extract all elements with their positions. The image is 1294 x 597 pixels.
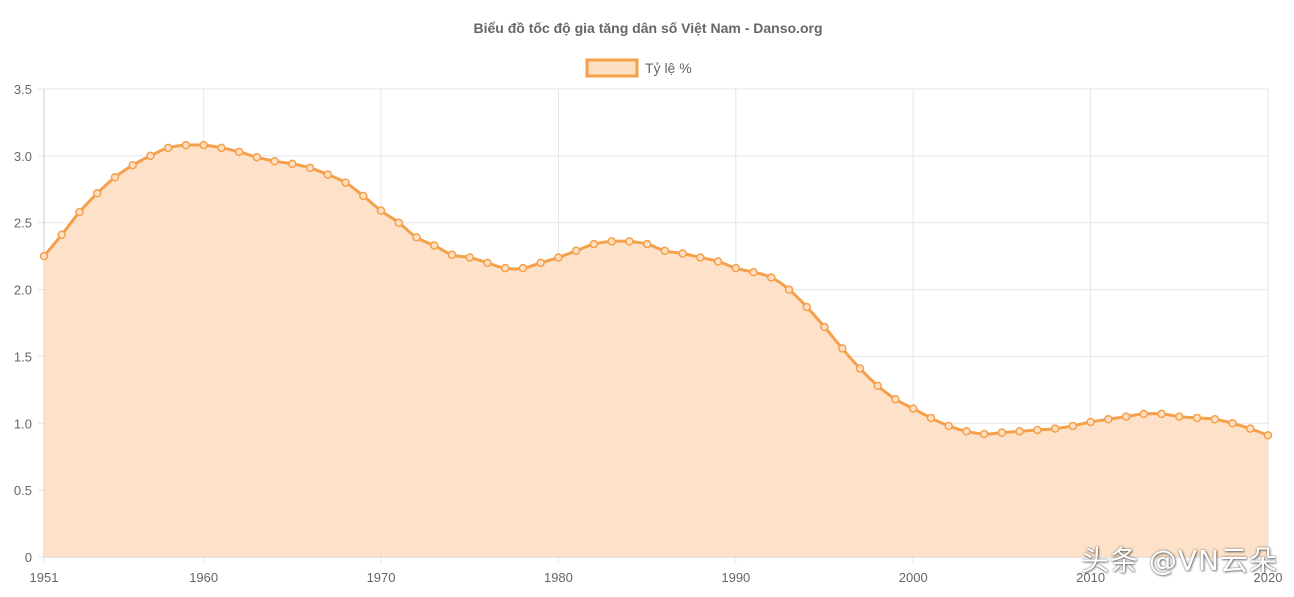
data-point[interactable] (1192, 413, 1202, 423)
data-point[interactable] (1033, 425, 1042, 435)
data-point[interactable] (891, 394, 900, 404)
data-point[interactable] (57, 230, 66, 239)
data-point[interactable] (784, 285, 794, 294)
series-points (39, 140, 1273, 440)
data-point[interactable] (767, 273, 776, 282)
legend-label: Tỷ lệ % (645, 60, 692, 76)
data-point[interactable] (749, 267, 758, 277)
y-tick-label: 3.0 (14, 149, 32, 164)
data-point[interactable] (1175, 412, 1184, 421)
data-point[interactable] (270, 156, 279, 166)
data-point[interactable] (1104, 415, 1113, 424)
data-point[interactable] (642, 239, 652, 249)
data-point[interactable] (359, 191, 368, 201)
data-point[interactable] (92, 189, 102, 198)
data-point[interactable] (908, 404, 918, 413)
data-point[interactable] (1121, 412, 1131, 421)
data-point[interactable] (802, 302, 812, 312)
data-point[interactable] (855, 364, 865, 373)
x-tick-label: 2020 (1254, 570, 1283, 585)
x-tick-label: 1960 (189, 570, 218, 585)
data-point[interactable] (252, 152, 262, 162)
data-point[interactable] (873, 381, 882, 391)
data-point[interactable] (1157, 409, 1166, 419)
data-point[interactable] (1015, 427, 1024, 436)
series-line (42, 143, 1269, 437)
data-point[interactable] (926, 413, 936, 423)
data-point[interactable] (1263, 431, 1273, 440)
data-point[interactable] (394, 218, 404, 227)
data-point[interactable] (660, 246, 670, 256)
data-point[interactable] (820, 322, 829, 332)
data-point[interactable] (625, 237, 634, 246)
legend[interactable]: Tỷ lệ % (585, 58, 692, 78)
data-point[interactable] (447, 250, 457, 260)
data-point[interactable] (518, 263, 528, 273)
data-point[interactable] (341, 178, 350, 187)
data-point[interactable] (731, 263, 741, 273)
data-point[interactable] (696, 253, 705, 262)
chart-title: Biểu đồ tốc độ gia tăng dân số Việt Nam … (474, 20, 823, 36)
data-point[interactable] (571, 246, 581, 256)
series-area (44, 144, 1268, 557)
x-tick-label: 2010 (1076, 570, 1105, 585)
y-tick-label: 0.5 (14, 483, 32, 498)
data-point[interactable] (1246, 424, 1255, 433)
x-axis-ticks: 1951 1960 1970 1980 1990 2000 2010 2020 (30, 570, 1283, 585)
data-point[interactable] (838, 344, 847, 353)
data-point[interactable] (110, 173, 120, 182)
x-tick-label: 1990 (721, 570, 750, 585)
data-point[interactable] (678, 249, 687, 258)
data-point[interactable] (430, 241, 439, 250)
data-point[interactable] (536, 258, 545, 268)
y-tick-label: 2.0 (14, 283, 32, 298)
legend-swatch (585, 58, 639, 78)
data-point[interactable] (1228, 419, 1237, 428)
data-point[interactable] (713, 257, 723, 266)
data-point[interactable] (962, 427, 971, 436)
data-point[interactable] (288, 159, 297, 169)
data-point[interactable] (181, 140, 191, 150)
data-point[interactable] (412, 233, 421, 242)
data-point[interactable] (75, 207, 84, 217)
data-point[interactable] (465, 253, 474, 262)
data-point[interactable] (554, 253, 563, 262)
data-point[interactable] (500, 263, 510, 273)
data-point[interactable] (1210, 415, 1220, 424)
watermark: 头条 @VN云朵 (1080, 544, 1278, 577)
y-tick-label: 1.5 (14, 349, 32, 364)
data-point[interactable] (305, 163, 315, 173)
data-point[interactable] (483, 258, 492, 268)
x-tick-label: 2000 (899, 570, 928, 585)
series-line-path (42, 143, 1269, 437)
data-point[interactable] (607, 237, 616, 246)
y-tick-label: 1.0 (14, 416, 32, 431)
data-point[interactable] (979, 429, 989, 439)
y-tick-label: 2.5 (14, 216, 32, 231)
data-point[interactable] (217, 143, 226, 153)
data-point[interactable] (1139, 409, 1149, 419)
x-tick-label: 1951 (30, 570, 59, 585)
y-tick-label: 0 (25, 550, 32, 565)
series-area-fill (44, 144, 1268, 557)
data-point[interactable] (376, 206, 386, 215)
data-point[interactable] (39, 251, 49, 261)
y-axis-ticks: 0 0.5 1.0 1.5 2.0 2.5 3.0 3.5 (14, 82, 32, 565)
data-point[interactable] (146, 151, 155, 161)
x-tick-label: 1970 (367, 570, 396, 585)
data-point[interactable] (323, 170, 333, 179)
data-point[interactable] (997, 428, 1007, 437)
data-point[interactable] (234, 147, 244, 157)
data-point[interactable] (128, 160, 137, 170)
data-point[interactable] (1068, 421, 1078, 431)
data-point[interactable] (589, 239, 599, 249)
y-tick-label: 3.5 (14, 82, 32, 97)
data-point[interactable] (1050, 424, 1060, 433)
data-point[interactable] (1086, 417, 1095, 427)
data-point[interactable] (163, 143, 173, 153)
data-point[interactable] (199, 140, 208, 150)
x-tick-label: 1980 (544, 570, 573, 585)
data-point[interactable] (944, 421, 953, 431)
